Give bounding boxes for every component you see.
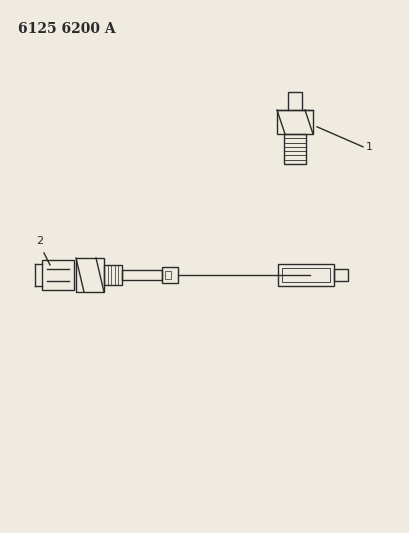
Bar: [276, 110, 312, 134]
Bar: [333, 269, 347, 281]
Text: 1: 1: [365, 142, 372, 152]
Bar: [42, 260, 74, 290]
Bar: [281, 268, 329, 282]
Bar: [277, 264, 333, 286]
Bar: [122, 270, 162, 280]
Bar: [162, 267, 178, 283]
Bar: [76, 258, 104, 292]
Bar: [104, 265, 122, 285]
Bar: [287, 92, 301, 110]
Bar: [164, 271, 171, 279]
Text: 2: 2: [36, 236, 43, 246]
Text: 6125 6200 A: 6125 6200 A: [18, 22, 115, 36]
Bar: [283, 134, 305, 164]
